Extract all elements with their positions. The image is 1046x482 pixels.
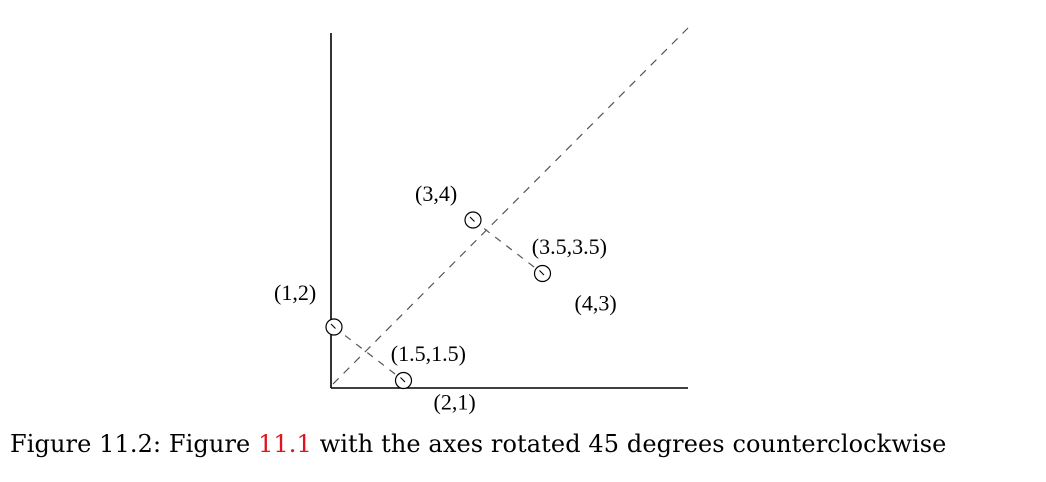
figure-caption: Figure 11.2: Figure 11.1 with the axes r… <box>10 430 1040 458</box>
caption-prefix: Figure 11.2: Figure <box>10 430 259 458</box>
rotated-axis-diagonal <box>332 27 689 385</box>
marker-p-4-3 <box>533 264 552 283</box>
label-proj-1-5: (1.5,1.5) <box>391 341 466 366</box>
label-proj-3-5: (3.5,3.5) <box>532 234 607 259</box>
marker-p-1-2 <box>325 318 343 336</box>
connector-p-1-2-p-2-1 <box>333 326 404 381</box>
label-p-3-4: (3,4) <box>415 181 457 206</box>
figure-plot: (1,2) (2,1) (3,4) (4,3) (1.5,1.5) (3.5,3.5) <box>274 27 689 415</box>
figure-reference-link[interactable]: 11.1 <box>258 430 312 458</box>
projection-connectors <box>333 219 543 381</box>
caption-suffix: with the axes rotated 45 degrees counter… <box>311 430 947 458</box>
marker-p-2-1 <box>394 371 413 390</box>
label-p-1-2: (1,2) <box>274 280 316 305</box>
connector-p-3-4-p-4-3 <box>472 219 543 274</box>
point-markers <box>325 211 552 390</box>
label-p-4-3: (4,3) <box>575 291 617 316</box>
label-p-2-1: (2,1) <box>434 390 476 415</box>
point-labels: (1,2) (2,1) (3,4) (4,3) (1.5,1.5) (3.5,3.5) <box>274 181 617 415</box>
marker-p-3-4 <box>464 211 482 229</box>
